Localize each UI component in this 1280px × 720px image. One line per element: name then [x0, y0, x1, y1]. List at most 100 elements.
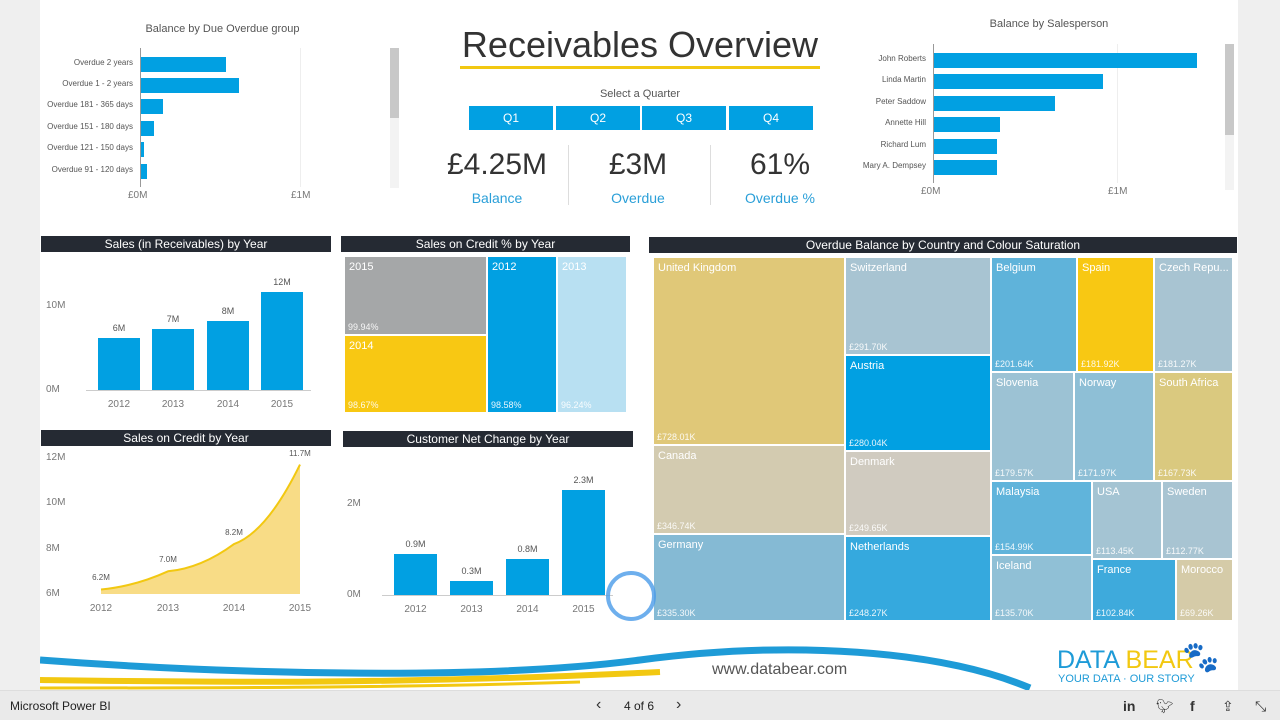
x-tick-label: £0M [128, 190, 148, 201]
cursor-highlight [606, 571, 656, 621]
x-tick-label: £0M [921, 186, 941, 197]
x-tick-label: 2015 [270, 399, 294, 410]
area-fill [101, 464, 300, 594]
chart-header: Overdue Balance by Country and Colour Sa… [649, 237, 1237, 253]
charts-layer: Overdue 2 years Overdue 1 - 2 years Overdu… [46, 44, 1232, 620]
quarter-q3-button[interactable]: Q3 [642, 106, 726, 130]
category-label: Overdue 181 - 365 days [47, 100, 133, 109]
category-label: Annette Hill [885, 118, 926, 127]
x-tick-label: 2012 [107, 399, 131, 410]
prev-page-icon[interactable]: ‹ [596, 696, 602, 713]
category-label: Overdue 151 - 180 days [47, 122, 133, 131]
brand-tagline: YOUR DATA · OUR STORY [1058, 673, 1195, 685]
data-label: 0.3M [461, 566, 482, 577]
treemap-cell: 2013 96.24% [558, 257, 626, 412]
salesperson-chart-scrollbar[interactable] [1225, 44, 1234, 190]
bar [141, 121, 154, 136]
category-label: Overdue 2 years [73, 58, 133, 67]
quarter-label: Select a Quarter [599, 88, 681, 100]
kpi-overdue-value: £3M [608, 148, 668, 181]
treemap-cell-spain[interactable]: Spain £181.92K [1078, 258, 1153, 371]
bar [934, 74, 1104, 89]
treemap-cell-malaysia[interactable]: Malaysia £154.99K [992, 482, 1091, 554]
treemap-cell-denmark[interactable]: Denmark £249.65K [846, 452, 990, 535]
paw-icon: 🐾 [1182, 641, 1220, 674]
bar [98, 337, 140, 390]
y-tick-label: 0M [46, 384, 60, 395]
treemap-cell-iceland[interactable]: Iceland £135.70K [992, 556, 1091, 620]
bar [506, 558, 549, 595]
linkedin-icon[interactable]: in [1123, 698, 1136, 714]
bar [934, 160, 997, 175]
treemap-cell: 2015 99.94% [345, 257, 486, 334]
chart-title: Balance by Due Overdue group [145, 23, 300, 35]
quarter-q1-button[interactable]: Q1 [469, 106, 553, 130]
data-label: 0.8M [517, 543, 538, 554]
gridline [1117, 44, 1118, 183]
bar [934, 139, 997, 154]
overdue-chart-scrollbar[interactable] [390, 48, 399, 188]
treemap-cell-norway[interactable]: Norway £171.97K [1075, 373, 1153, 480]
quarter-q4-button[interactable]: Q4 [729, 106, 813, 130]
bar [261, 291, 303, 390]
title-underline [460, 66, 820, 69]
footer-swoosh [40, 646, 1032, 690]
x-tick-label: 2014 [222, 603, 246, 614]
y-tick-label: 12M [46, 452, 66, 463]
bar [141, 164, 148, 179]
kpi-divider [568, 145, 569, 205]
treemap-cell-switzerland[interactable]: Switzerland £291.70K [846, 258, 990, 354]
treemap-cell-united-kingdom[interactable]: United Kingdom £728.01K [654, 258, 844, 444]
x-tick-label: 2012 [404, 604, 427, 615]
treemap-cell-south-africa[interactable]: South Africa £167.73K [1155, 373, 1232, 480]
bar [450, 581, 493, 595]
kpi-divider [710, 145, 711, 205]
twitter-icon[interactable]: 🐦︎ [1156, 698, 1174, 714]
x-tick-label: 2014 [216, 399, 240, 410]
treemap-cell-czech-repu-[interactable]: Czech Repu... £181.27K [1155, 258, 1232, 371]
category-label: Peter Saddow [875, 97, 926, 106]
treemap-cell-france[interactable]: France £102.84K [1093, 560, 1175, 620]
x-tick-label: 2015 [572, 604, 595, 615]
bar [141, 142, 145, 157]
treemap-cell-austria[interactable]: Austria £280.04K [846, 356, 990, 450]
bar [934, 96, 1056, 111]
category-label: John Roberts [878, 54, 926, 63]
x-tick-label: £1M [291, 190, 311, 201]
treemap-cell-netherlands[interactable]: Netherlands £248.27K [846, 537, 990, 620]
treemap-cell-belgium[interactable]: Belgium £201.64K [992, 258, 1076, 371]
bar [934, 53, 1198, 68]
y-tick-label: 8M [46, 543, 60, 554]
chart-title: Balance by Salesperson [989, 18, 1109, 30]
treemap-cell-slovenia[interactable]: Slovenia £179.57K [992, 373, 1073, 480]
app-name: Microsoft Power BI [10, 699, 111, 713]
exit-fullscreen-icon[interactable]: ⤡ [1255, 698, 1267, 714]
axis-line [382, 595, 613, 596]
kpi-balance-label: Balance [471, 190, 523, 206]
data-label: 7M [166, 313, 180, 324]
treemap-cell: 2014 98.67% [345, 336, 486, 412]
next-page-icon[interactable]: › [676, 696, 682, 713]
series-line [100, 464, 301, 591]
y-tick-label: 0M [347, 589, 361, 600]
treemap-cell-sweden[interactable]: Sweden £112.77K [1163, 482, 1232, 558]
category-label: Overdue 121 - 150 days [47, 143, 133, 152]
data-label: 8M [221, 306, 235, 317]
axis-line [86, 390, 311, 391]
category-label: Linda Martin [881, 75, 926, 84]
axis-line [140, 48, 141, 187]
facebook-icon[interactable]: f [1190, 698, 1195, 714]
quarter-q2-button[interactable]: Q2 [556, 106, 640, 130]
area-chart [100, 464, 301, 594]
bar [562, 490, 605, 595]
treemap-cell-morocco[interactable]: Morocco £69.26K [1177, 560, 1232, 620]
footer-url[interactable]: www.databear.com [712, 661, 848, 678]
data-label: 6M [112, 322, 126, 333]
treemap-cell-germany[interactable]: Germany £335.30K [654, 535, 844, 620]
treemap-cell-usa[interactable]: USA £113.45K [1093, 482, 1161, 558]
x-tick-label: £1M [1108, 186, 1128, 197]
treemap-cell-canada[interactable]: Canada £346.74K [654, 446, 844, 533]
x-tick-label: 2014 [516, 604, 539, 615]
share-icon[interactable]: ⇪ [1222, 698, 1234, 714]
chart-header: Sales on Credit % by Year [341, 236, 630, 252]
